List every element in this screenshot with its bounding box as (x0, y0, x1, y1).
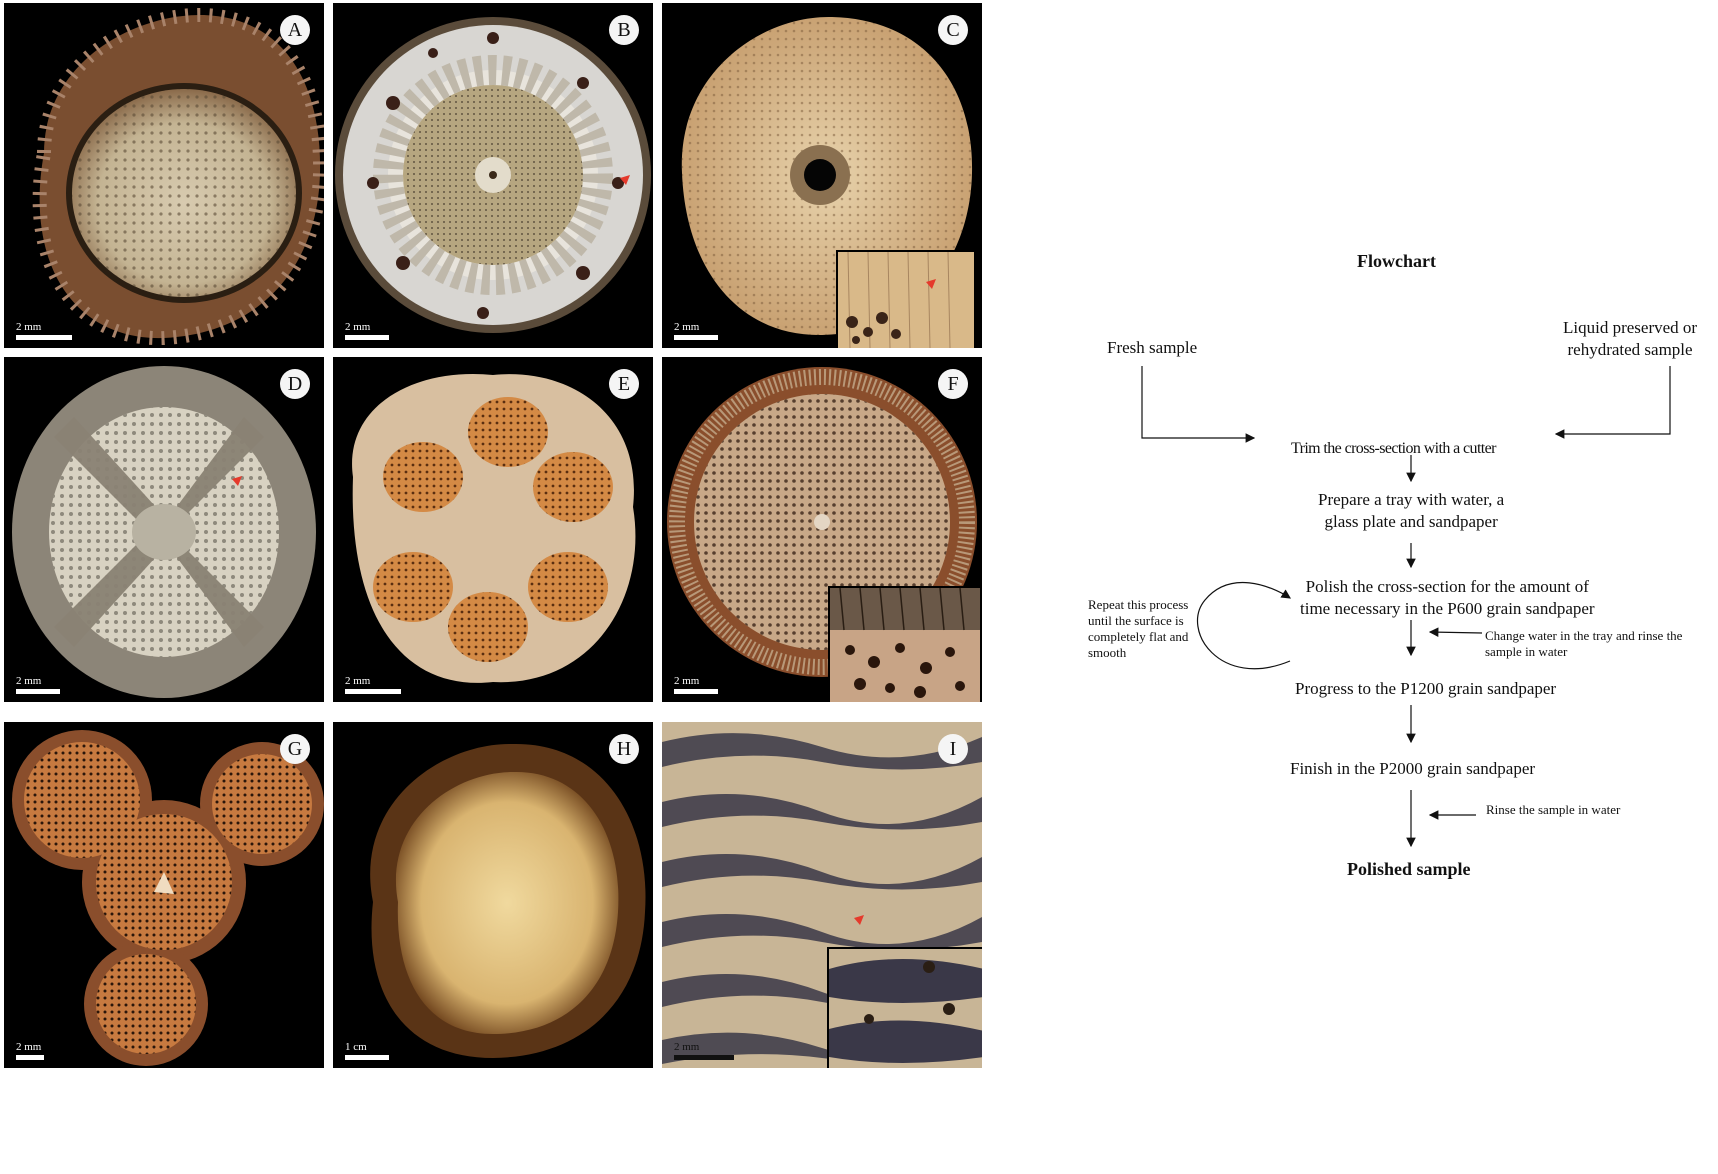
flowchart-title: Flowchart (1357, 250, 1436, 272)
rinse-note: Rinse the sample in water (1486, 802, 1620, 818)
arrow-repeat-loop (1198, 583, 1290, 669)
step-trim: Trim the cross-section with a cutter (1291, 438, 1496, 460)
step-tray-line2: glass plate and sandpaper (1318, 511, 1504, 533)
step-p1200: Progress to the P1200 grain sandpaper (1295, 678, 1556, 700)
change-water-note: Change water in the tray and rinse the s… (1485, 628, 1682, 660)
arrow-liquid-to-trim (1556, 366, 1670, 434)
input-liquid-line2: rehydrated sample (1563, 339, 1697, 361)
step-p2000: Finish in the P2000 grain sandpaper (1290, 758, 1535, 780)
arrow-change-water (1430, 632, 1482, 633)
change-water-line1: Change water in the tray and rinse the (1485, 628, 1682, 644)
change-water-line2: sample in water (1485, 644, 1682, 660)
step-polish: Polish the cross-section for the amount … (1300, 576, 1595, 620)
repeat-line2: until the surface is (1088, 613, 1188, 629)
repeat-line3: completely flat and (1088, 629, 1188, 645)
repeat-note: Repeat this process until the surface is… (1088, 597, 1188, 661)
step-tray: Prepare a tray with water, a glass plate… (1318, 489, 1504, 533)
step-polish-line2: time necessary in the P600 grain sandpap… (1300, 598, 1595, 620)
input-fresh-sample: Fresh sample (1107, 337, 1197, 359)
input-liquid-sample: Liquid preserved or rehydrated sample (1563, 317, 1697, 361)
input-liquid-line1: Liquid preserved or (1563, 317, 1697, 339)
repeat-line1: Repeat this process (1088, 597, 1188, 613)
step-tray-line1: Prepare a tray with water, a (1318, 489, 1504, 511)
step-polish-line1: Polish the cross-section for the amount … (1300, 576, 1595, 598)
result-polished-sample: Polished sample (1347, 858, 1471, 880)
repeat-line4: smooth (1088, 645, 1188, 661)
arrow-fresh-to-trim (1142, 366, 1254, 438)
